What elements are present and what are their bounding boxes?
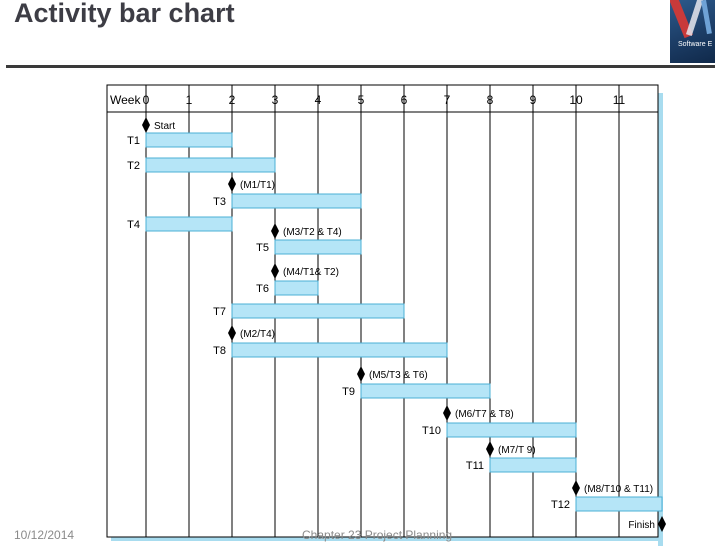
tick-label-week-8: 8 (487, 93, 494, 107)
tick-label-week-10: 10 (569, 93, 583, 107)
milestone-label-6: (M3/T2 & T4) (283, 227, 342, 238)
milestone-diamond-17 (486, 441, 494, 457)
tick-label-week-0: 0 (143, 93, 150, 107)
milestone-label-19: (M8/T10 & T11) (584, 484, 653, 495)
frame-shadow-right (658, 93, 663, 546)
task-label-t3: T3 (213, 196, 226, 208)
slide-title: Activity bar chart (14, 0, 235, 28)
chart-frame (106, 84, 659, 538)
tick-label-week-2: 2 (229, 93, 236, 107)
tick-label-week-3: 3 (272, 93, 279, 107)
tick-label-week-1: 1 (186, 93, 193, 107)
tick-label-week-6: 6 (401, 93, 408, 107)
milestone-label-3: (M1/T1) (240, 180, 275, 191)
milestone-diamond-13 (357, 366, 365, 382)
tick-label-week-7: 7 (444, 93, 451, 107)
tick-label-week-5: 5 (358, 93, 365, 107)
footer-date: 10/12/2014 (14, 528, 75, 542)
task-label-t2: T2 (127, 160, 140, 172)
logo-text: Software E (678, 41, 713, 48)
milestone-label-15: (M6/T7 & T8) (455, 409, 514, 420)
task-label-t7: T7 (213, 306, 226, 318)
task-bar-t6 (274, 280, 319, 296)
milestone-diamond-15 (443, 405, 451, 421)
milestone-label-21: Finish (628, 520, 655, 531)
footer-chapter: Chapter 23 Project Planning (302, 528, 453, 542)
task-bar-t12 (575, 496, 663, 512)
milestone-label-11: (M2/T4) (240, 329, 275, 340)
milestone-label-13: (M5/T3 & T6) (369, 370, 428, 381)
task-label-t4: T4 (127, 219, 140, 231)
title-divider (6, 65, 715, 68)
frame-shadow-bottom (111, 537, 663, 541)
task-bar-t2 (145, 157, 276, 173)
tick-label-week-11: 11 (613, 93, 626, 107)
task-bar-t8 (231, 342, 448, 358)
milestone-diamond-11 (228, 325, 236, 341)
task-bar-t10 (446, 422, 577, 438)
axis-label-week: Week (110, 93, 141, 107)
tick-label-week-4: 4 (315, 93, 322, 107)
task-bar-t5 (274, 239, 362, 255)
milestone-label-8: (M4/T1& T2) (283, 267, 339, 278)
milestone-diamond-3 (228, 176, 236, 192)
task-bar-t7 (231, 303, 405, 319)
task-bar-t1 (145, 132, 233, 148)
milestone-diamond-8 (271, 263, 279, 279)
task-label-t10: T10 (422, 425, 441, 437)
task-bar-t3 (231, 193, 362, 209)
task-bar-t4 (145, 216, 233, 232)
task-label-t6: T6 (256, 283, 269, 295)
milestone-diamond-0 (142, 117, 150, 133)
book-cover-logo: Software E (670, 0, 715, 63)
task-bar-t9 (360, 383, 491, 399)
milestone-label-0: Start (154, 121, 175, 132)
task-label-t11: T11 (466, 460, 484, 472)
milestone-label-17: (M7/T 9) (498, 445, 536, 456)
milestone-diamond-19 (572, 480, 580, 496)
task-label-t1: T1 (127, 135, 140, 147)
task-label-t5: T5 (256, 242, 269, 254)
milestone-diamond-21 (658, 516, 666, 532)
task-label-t9: T9 (342, 386, 355, 398)
milestone-diamond-6 (271, 223, 279, 239)
tick-label-week-9: 9 (530, 93, 537, 107)
task-label-t12: T12 (551, 499, 570, 511)
task-bar-t11 (489, 457, 577, 473)
task-label-t8: T8 (213, 345, 226, 357)
